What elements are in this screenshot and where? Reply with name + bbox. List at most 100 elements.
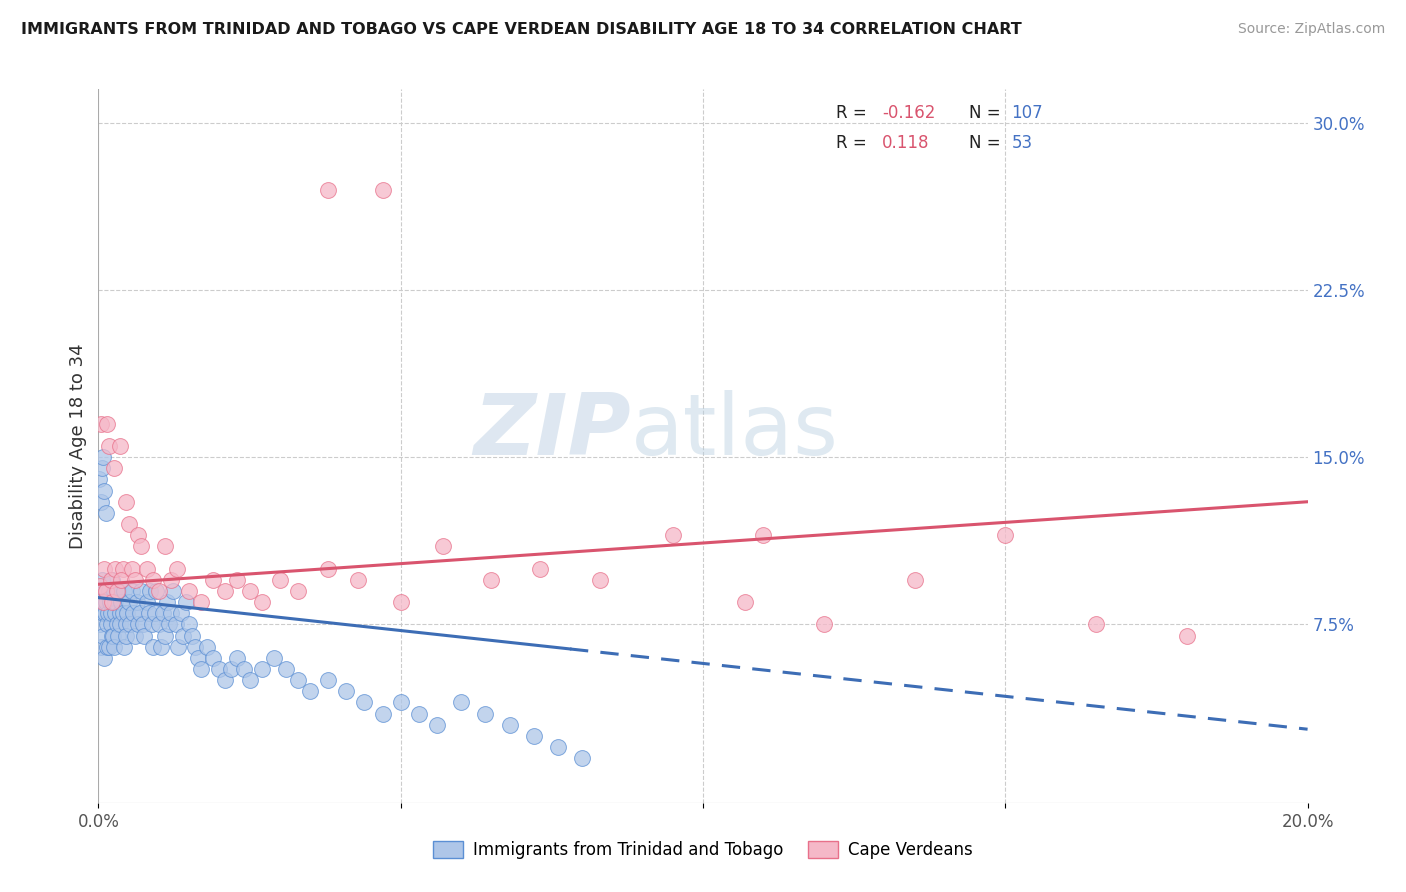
Point [131,617,153,632]
Point [167,640,190,654]
Point [299,684,322,698]
Point [589,573,612,587]
Point [110,595,132,609]
Point [105,583,128,598]
Point [108,607,131,621]
Point [371,182,394,196]
Point [121,562,143,576]
Point [141,617,163,632]
Point [120,617,142,632]
Point [347,573,370,587]
Point [91,607,114,621]
Point [87,472,110,486]
Point [169,607,191,621]
Point [813,617,835,632]
Point [523,729,546,743]
Point [426,717,449,731]
Point [371,706,394,721]
Point [89,595,111,609]
Point [93,651,115,665]
Point [474,706,496,721]
Point [174,595,197,609]
Point [1085,617,1108,632]
Point [208,662,231,676]
Point [181,628,204,642]
Point [108,439,131,453]
Point [149,640,172,654]
Point [134,628,156,642]
Point [96,583,118,598]
Point [129,539,152,553]
Point [98,439,121,453]
Point [125,595,148,609]
Point [316,562,339,576]
Text: R =: R = [837,103,872,121]
Point [148,617,170,632]
Point [734,595,756,609]
Point [389,595,412,609]
Point [100,573,122,587]
Point [90,583,112,598]
Point [752,528,775,542]
Text: 53: 53 [1011,134,1032,152]
Point [90,640,112,654]
Point [127,528,149,542]
Point [112,640,135,654]
Point [122,607,145,621]
Point [547,740,569,755]
Point [93,562,115,576]
Point [408,706,430,721]
Point [316,673,339,687]
Point [135,562,157,576]
Point [124,573,146,587]
Point [1175,628,1198,642]
Text: IMMIGRANTS FROM TRINIDAD AND TOBAGO VS CAPE VERDEAN DISABILITY AGE 18 TO 34 CORR: IMMIGRANTS FROM TRINIDAD AND TOBAGO VS C… [21,22,1022,37]
Point [529,562,551,576]
Point [91,573,114,587]
Point [94,506,117,520]
Point [142,640,165,654]
Point [143,607,166,621]
Point [118,517,141,532]
Point [450,696,472,710]
Point [94,583,117,598]
Point [226,651,249,665]
Point [142,573,165,587]
Point [202,573,225,587]
Point [153,539,176,553]
Text: atlas: atlas [630,390,838,474]
Point [187,651,209,665]
Point [184,640,207,654]
Legend: Immigrants from Trinidad and Tobago, Cape Verdeans: Immigrants from Trinidad and Tobago, Cap… [426,834,980,866]
Point [111,562,134,576]
Point [179,617,201,632]
Point [91,628,114,642]
Point [101,573,124,587]
Point [138,607,160,621]
Point [104,607,127,621]
Point [214,583,236,598]
Point [104,595,127,609]
Point [129,583,152,598]
Point [287,673,309,687]
Point [250,662,273,676]
Point [156,595,179,609]
Point [166,562,188,576]
Point [124,628,146,642]
Point [98,583,121,598]
Point [128,607,150,621]
Point [115,628,138,642]
Point [107,628,129,642]
Point [179,583,201,598]
Point [94,607,117,621]
Point [104,562,127,576]
Point [111,607,134,621]
Text: 0.118: 0.118 [882,134,929,152]
Point [263,651,285,665]
Point [91,595,114,609]
Point [221,662,243,676]
Point [100,595,122,609]
Point [117,607,139,621]
Point [139,583,162,598]
Point [239,583,262,598]
